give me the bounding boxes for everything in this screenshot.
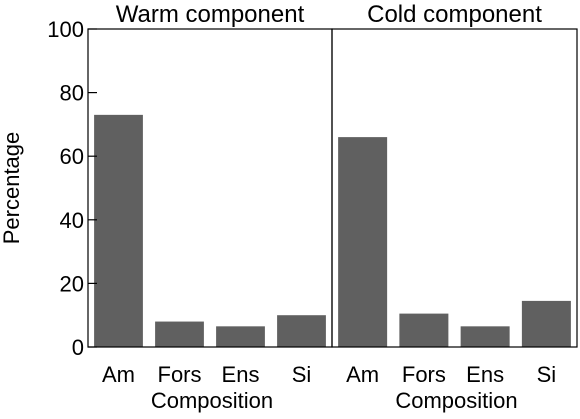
panel-1: Warm component Am Fors Ens Si 0 20 40 60 80 100 Com…	[0, 1, 333, 413]
bar-fors	[155, 321, 204, 347]
plot-frame	[331, 28, 578, 348]
category-label-ens: Ens	[222, 362, 260, 387]
category-label-am: Am	[102, 362, 135, 387]
bar-ens	[216, 326, 265, 347]
y-axis-title: Percentage	[0, 132, 24, 245]
category-label-fors: Fors	[402, 362, 446, 387]
bar-am	[94, 114, 143, 347]
bar-si	[521, 300, 571, 347]
x-axis-title: Composition	[395, 388, 517, 413]
category-label-si: Si	[292, 362, 312, 387]
y-tick-label-20: 20	[60, 271, 84, 296]
y-tick-label-0: 0	[72, 335, 84, 360]
panel-2: Cold component Am Fors Ens Si Composition	[331, 1, 578, 413]
y-tick-label-40: 40	[60, 208, 84, 233]
y-tick-label-80: 80	[60, 81, 84, 106]
bar-si	[277, 315, 326, 347]
panel-title: Cold component	[367, 1, 542, 28]
category-label-fors: Fors	[158, 362, 202, 387]
bar-ens	[460, 326, 510, 347]
x-axis-title: Composition	[151, 388, 273, 413]
y-tick-label-60: 60	[60, 144, 84, 169]
bar-am	[338, 137, 388, 347]
category-label-si: Si	[537, 362, 557, 387]
panel-title: Warm component	[116, 1, 305, 28]
y-tick-label-100: 100	[47, 17, 84, 42]
category-label-am: Am	[346, 362, 379, 387]
category-label-ens: Ens	[466, 362, 504, 387]
bar-fors	[399, 313, 449, 347]
